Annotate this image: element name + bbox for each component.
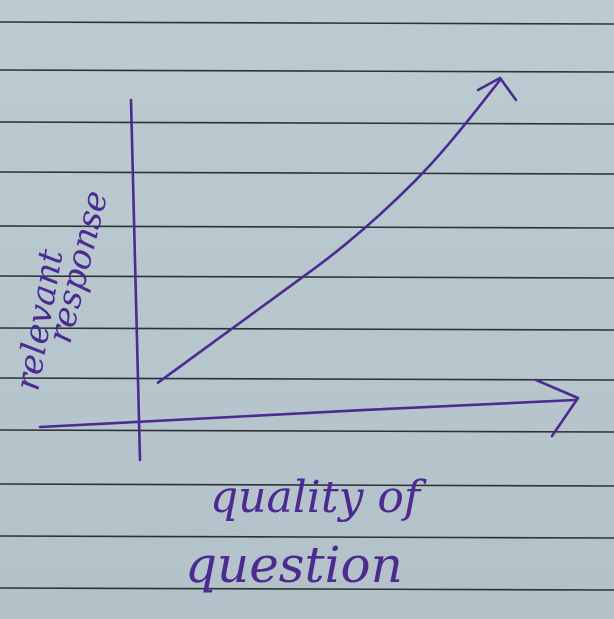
ruled-line bbox=[0, 69, 614, 73]
x-axis-label: quality of question bbox=[185, 472, 427, 594]
series-layer bbox=[156, 78, 502, 384]
x-axis-label-line-2: question bbox=[185, 536, 403, 594]
ruled-line bbox=[0, 21, 614, 25]
ruled-line bbox=[0, 275, 614, 279]
x-axis-label-line-1: quality of bbox=[210, 472, 427, 523]
ruled-line bbox=[0, 587, 614, 591]
ruled-line bbox=[0, 535, 614, 539]
ruled-line bbox=[0, 429, 614, 433]
series-line bbox=[156, 78, 502, 384]
ruled-line bbox=[0, 327, 614, 331]
curve-arrowhead bbox=[476, 76, 518, 102]
y-axis-label: relevant response bbox=[7, 187, 116, 394]
ruled-line bbox=[0, 121, 614, 125]
x-axis-arrowhead bbox=[534, 378, 580, 438]
x-axis bbox=[38, 398, 577, 429]
ruled-line bbox=[0, 377, 614, 381]
y-axis bbox=[129, 98, 142, 462]
ruled-line bbox=[0, 483, 614, 487]
ruled-line bbox=[0, 171, 614, 175]
ruled-line bbox=[0, 225, 614, 229]
ruled-lines bbox=[0, 21, 614, 591]
